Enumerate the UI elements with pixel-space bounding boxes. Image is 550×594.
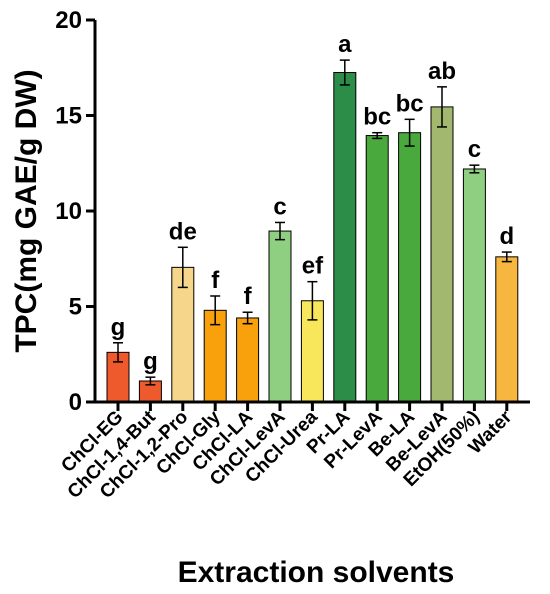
x-ticks-group: ChCl-EGChCl-1,4-ButChCl-1,2-ProChCl-GlyC… [57,402,517,503]
bar-8 [365,135,389,403]
bar-9 [398,132,422,403]
bars-group [106,72,519,403]
bar-4 [236,317,260,403]
bar-7 [333,72,357,403]
significance-label-9: bc [396,90,424,117]
significance-label-7: a [338,31,352,58]
error-bar-12 [501,251,512,263]
y-tick-label-3: 15 [55,103,82,130]
significance-label-4: f [244,283,253,310]
y-tick-label-2: 10 [55,198,82,225]
error-bar-10 [437,86,447,128]
y-tick-label-1: 5 [69,294,82,321]
y-axis-title: TPC(mg GAE/g DW) [10,69,43,352]
significance-label-6: ef [302,253,324,280]
error-bar-0 [113,342,123,363]
error-bar-5 [275,221,285,241]
significance-label-3: f [211,267,220,294]
significance-label-11: c [468,136,481,163]
significance-label-10: ab [428,58,456,85]
error-bar-1 [145,376,156,386]
significance-label-2: de [169,218,197,245]
significance-label-5: c [273,193,286,220]
bar-11 [462,168,486,403]
x-axis-title: Extraction solvents [178,556,455,589]
error-bars-group [113,59,512,386]
error-bar-2 [177,246,188,289]
y-tick-label-4: 20 [55,7,82,34]
error-bar-4 [242,311,253,325]
bar-12 [495,256,519,403]
error-bar-6 [307,280,318,321]
error-bar-9 [404,118,415,147]
error-bar-8 [372,131,383,140]
error-bar-7 [339,59,350,86]
error-bar-3 [210,295,221,326]
significance-label-8: bc [363,104,391,131]
y-ticks-group: 0 5 10 15 20 [55,7,95,416]
y-tick-label-0: 0 [69,389,82,416]
bar-5 [268,230,292,403]
significance-label-1: g [143,348,158,375]
significance-label-0: g [111,314,126,341]
error-bar-11 [469,164,480,174]
significance-label-12: d [499,223,514,250]
bar-10 [430,106,454,403]
